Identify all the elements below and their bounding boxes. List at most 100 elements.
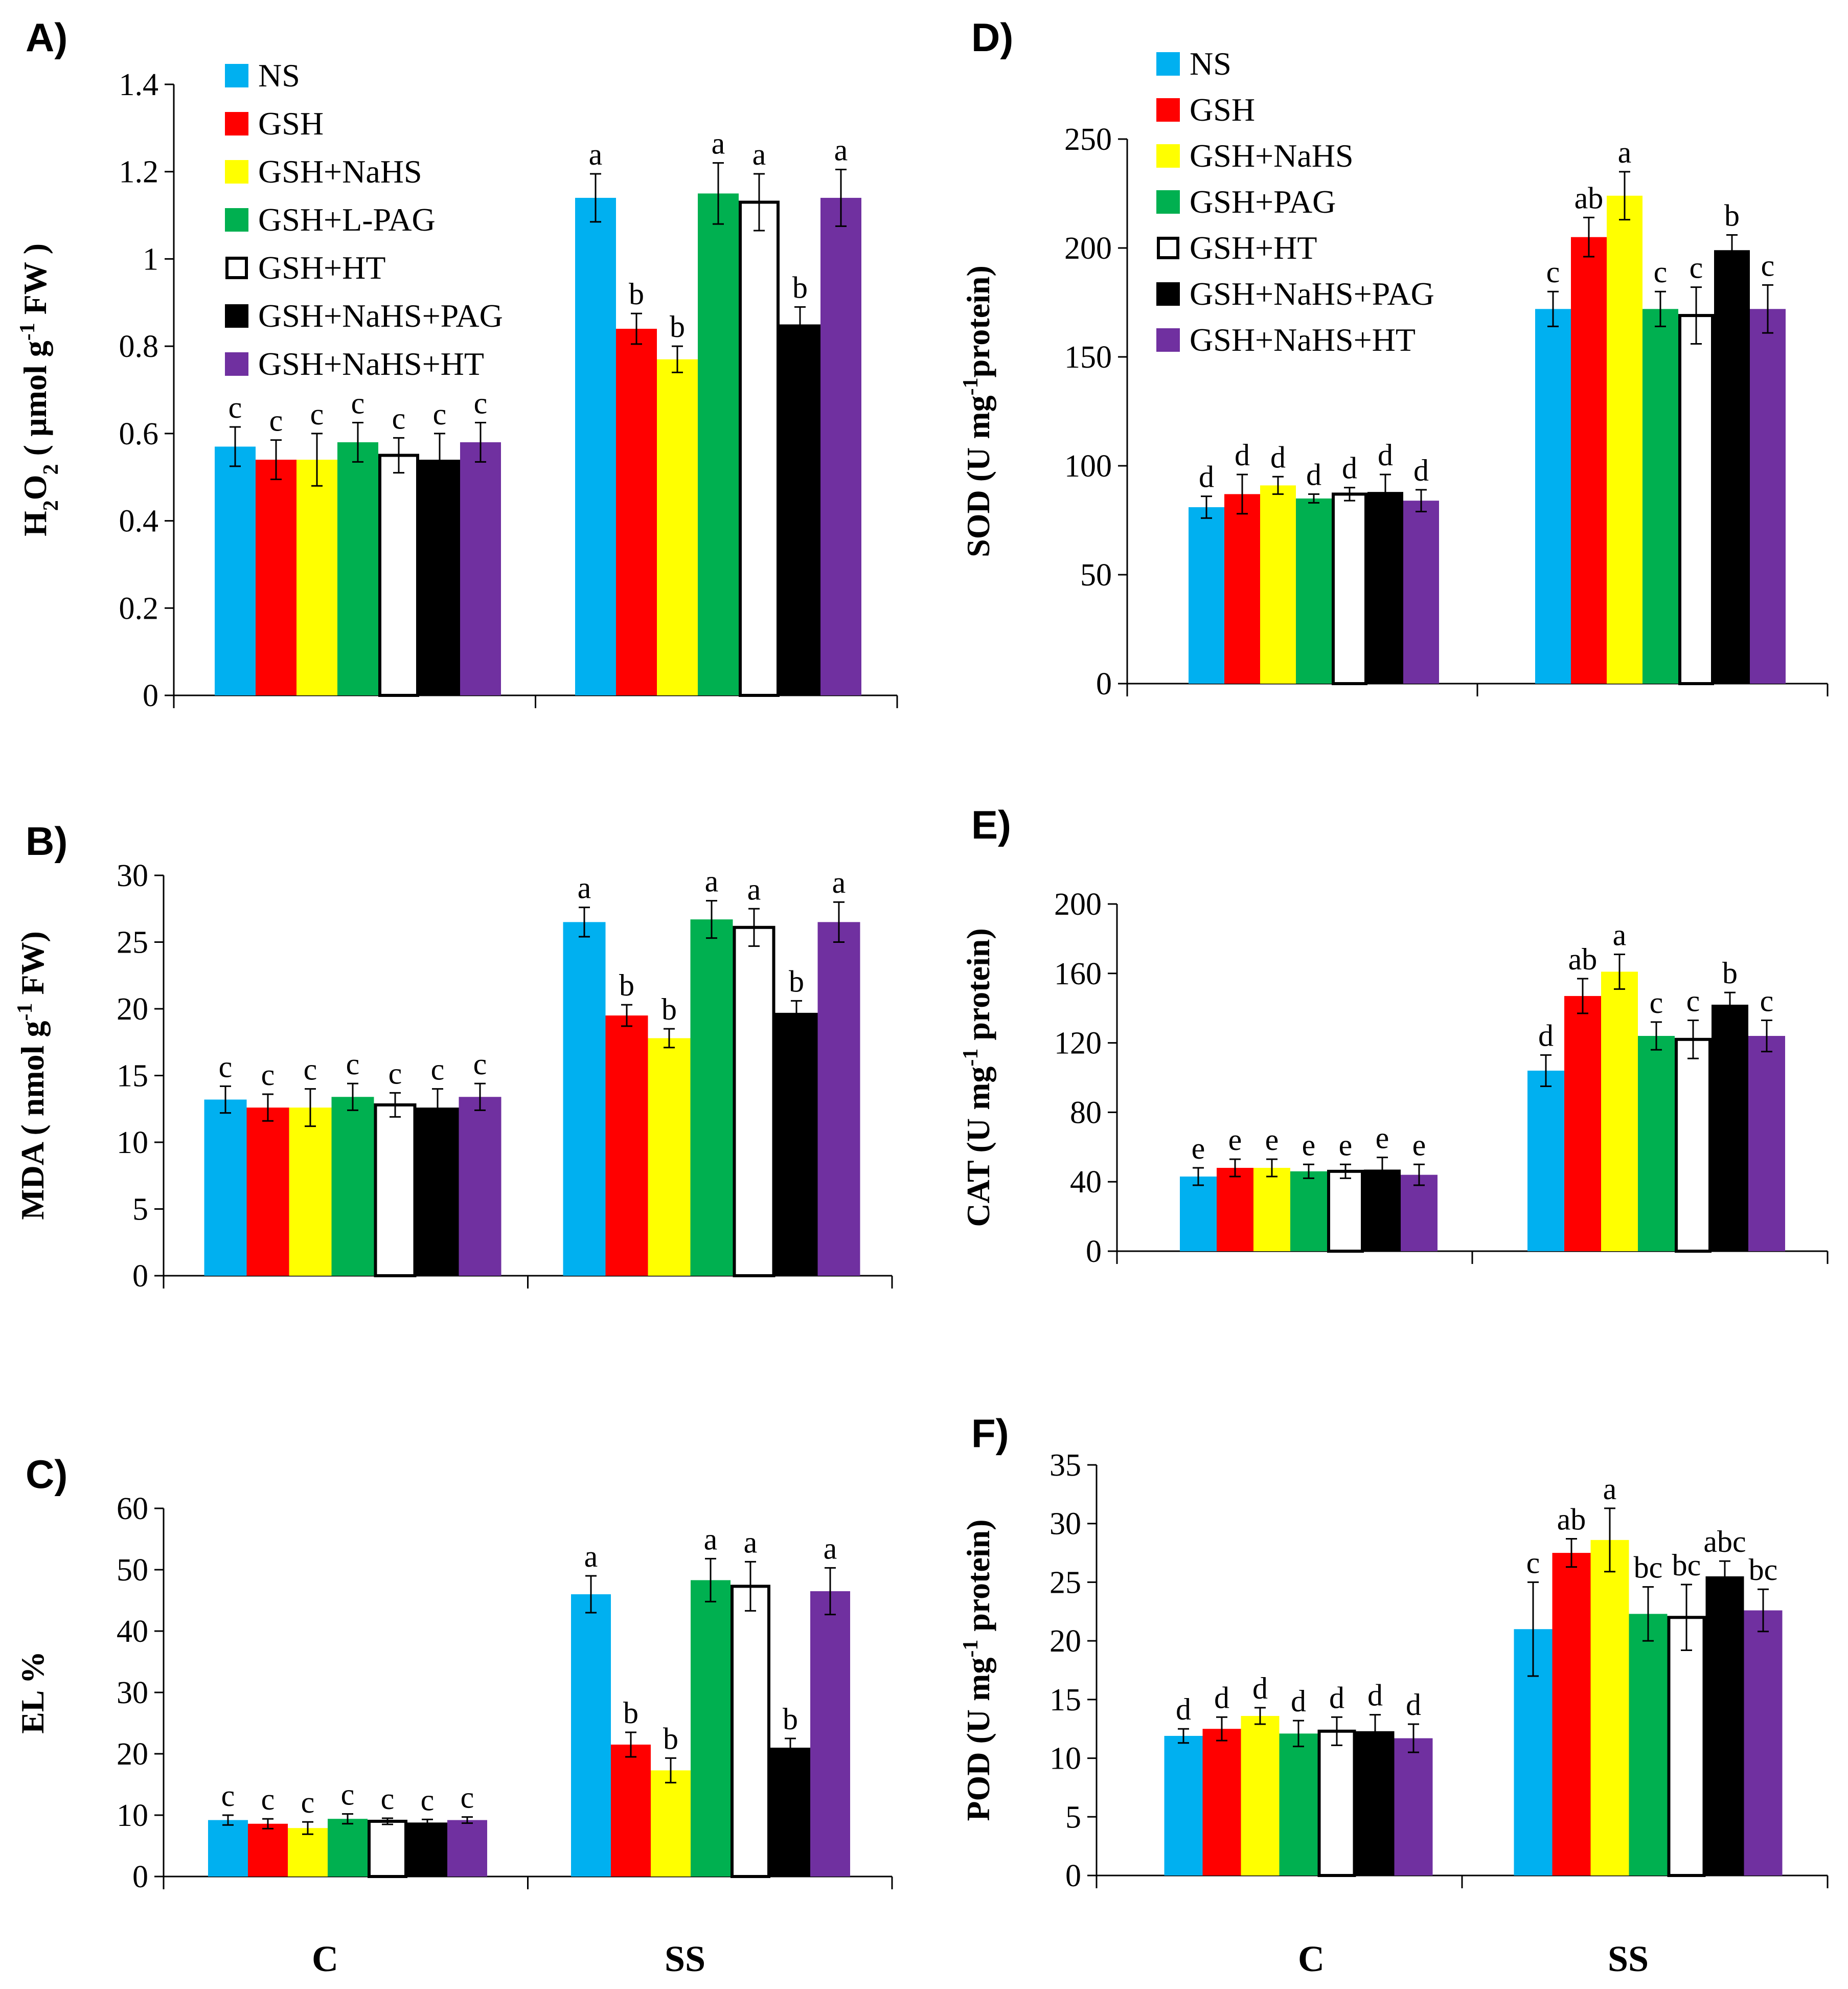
panel-a-y-tick-label: 0 [143,679,158,713]
panel-c-y-tick-label: 30 [117,1676,148,1710]
panel-b-significance-letter: c [431,1053,445,1087]
panel-d-legend-swatch [1156,328,1180,352]
panel-e-y-axis-title-part: protein) [960,928,996,1048]
panel-b-significance-letter: a [747,872,761,906]
panel-d-significance-letter: d [1199,460,1214,494]
panel-e-significance-letter: e [1339,1128,1353,1162]
panel-a-y-tick-label: 0.4 [119,504,159,539]
panel-d-bar [1678,314,1714,685]
panel-f-significance-letter: ab [1557,1503,1586,1536]
panel-b-bar [690,919,733,1276]
panel-c-bar [368,1820,407,1878]
panel-a-bar [215,446,256,695]
panel-f-y-axis-title: POD (U mg-1 protein) [959,1519,996,1821]
panel-e-bar [1564,996,1601,1251]
panel-e-label: E) [971,802,1011,847]
panel-a-legend-label: GSH+NaHS+PAG [258,298,503,334]
panel-a-y-tick-label: 1.4 [119,67,159,102]
panel-c-y-tick-label: 20 [117,1737,148,1772]
panel-a-legend-swatch [225,257,248,279]
panel-f-significance-letter: d [1367,1679,1383,1712]
panel-a-significance-letter: c [433,397,447,431]
panel-a-y-tick-label: 1.2 [119,155,159,190]
panel-b-y-axis-title: MDA ( nmol g-1 FW) [13,931,51,1220]
panel-e-y-tick-label: 120 [1054,1026,1102,1061]
panel-e-bar [1638,1036,1675,1251]
panel-a-bar [575,197,616,695]
panel-a-significance-letter: a [752,138,766,171]
panel-a-y-axis-title-part: O [17,474,53,500]
panel-a-y-axis-title-part: ( µmol g [17,341,53,464]
panel-d-bar [1367,492,1403,684]
panel-f-bar [1590,1540,1629,1875]
panel-c-bar [328,1819,368,1877]
panel-a-legend-swatch [225,112,248,135]
panel-f-y-tick-label: 20 [1050,1624,1081,1659]
panel-b-significance-letter: c [389,1056,402,1090]
panel-b-y-tick-label: 25 [117,925,148,960]
panel-f-significance-letter: d [1329,1681,1344,1714]
panel-d-legend-label: GSH+PAG [1190,184,1336,220]
panel-a-legend-label: GSH [258,105,324,142]
panel-f-bar [1317,1729,1356,1878]
panel-b-significance-letter: b [619,968,634,1002]
panel-d-significance-letter: c [1546,255,1560,289]
panel-d-significance-letter: ab [1575,181,1604,215]
panel-a-bar [419,460,460,695]
panel-a-significance-letter: c [392,401,406,435]
panel-e-significance-letter: e [1302,1128,1316,1162]
panel-e-bar [1253,1168,1290,1251]
panel-b-bar [459,1097,501,1276]
panel-a-legend-swatch [225,208,248,232]
panel-d-legend-swatch [1156,282,1180,306]
panel-a-y-tick-label: 0.8 [119,329,159,364]
panel-e-bar [1601,971,1638,1251]
panel-a-significance-letter: b [792,270,808,304]
panel-d-y-axis-title: SOD (U mg-1protein) [959,265,996,557]
panel-a-legend-label: GSH+NaHS+HT [258,346,484,382]
panel-d-y-tick-label: 100 [1064,449,1112,484]
panel-f-bar [1667,1616,1706,1877]
panel-e-bar [1712,1004,1748,1251]
panel-d-significance-letter: d [1378,438,1393,472]
panel-e-bar [1180,1177,1217,1251]
panel-d-bar [1714,250,1750,684]
panel-a-legend-swatch [225,352,248,376]
panel-f-significance-letter: bc [1749,1553,1778,1587]
panel-a-y-axis-title-part: H [17,511,53,536]
panel-a-significance-letter: a [834,133,848,167]
panel-b-significance-letter: a [705,865,719,898]
panel-a-bar [739,200,780,697]
panel-b-significance-letter: a [832,866,846,899]
panel-e-y-axis-title: CAT (U mg-1 protein) [959,928,996,1227]
panel-e-bar [1364,1169,1401,1251]
panel-f-bar [1241,1715,1280,1875]
panel-f-bar [1394,1738,1433,1875]
panel-b-bar [289,1107,332,1276]
panel-c-significance-letter: c [381,1782,395,1816]
panel-f-y-tick-label: 35 [1050,1448,1081,1483]
panel-d-significance-letter: c [1654,255,1668,289]
panel-d-bar [1296,498,1332,684]
panel-c-significance-letter: c [261,1782,275,1816]
panel-f-y-axis-title-part: POD (U mg [960,1658,996,1821]
panel-d-significance-letter: d [1235,438,1250,472]
panel-d-bar [1403,501,1439,684]
panel-a-y-tick-label: 0.2 [119,591,159,626]
panel-f-y-axis-title-part: -1 [959,1640,983,1658]
panel-f-bar [1356,1731,1395,1875]
panel-f-bar [1164,1735,1203,1875]
panel-d-y-tick-label: 150 [1064,340,1112,375]
panel-d-legend-swatch [1156,52,1180,76]
panel-a-bar [820,197,861,695]
panel-e-bar [1290,1171,1327,1251]
panel-e-bar [1527,1070,1564,1251]
bottom-label-left-c: C [312,1938,338,1979]
panel-d-significance-letter: d [1306,458,1321,491]
panel-c-significance-letter: b [663,1722,678,1755]
panel-d-significance-letter: d [1342,451,1357,485]
panel-a-significance-letter: c [474,387,488,420]
